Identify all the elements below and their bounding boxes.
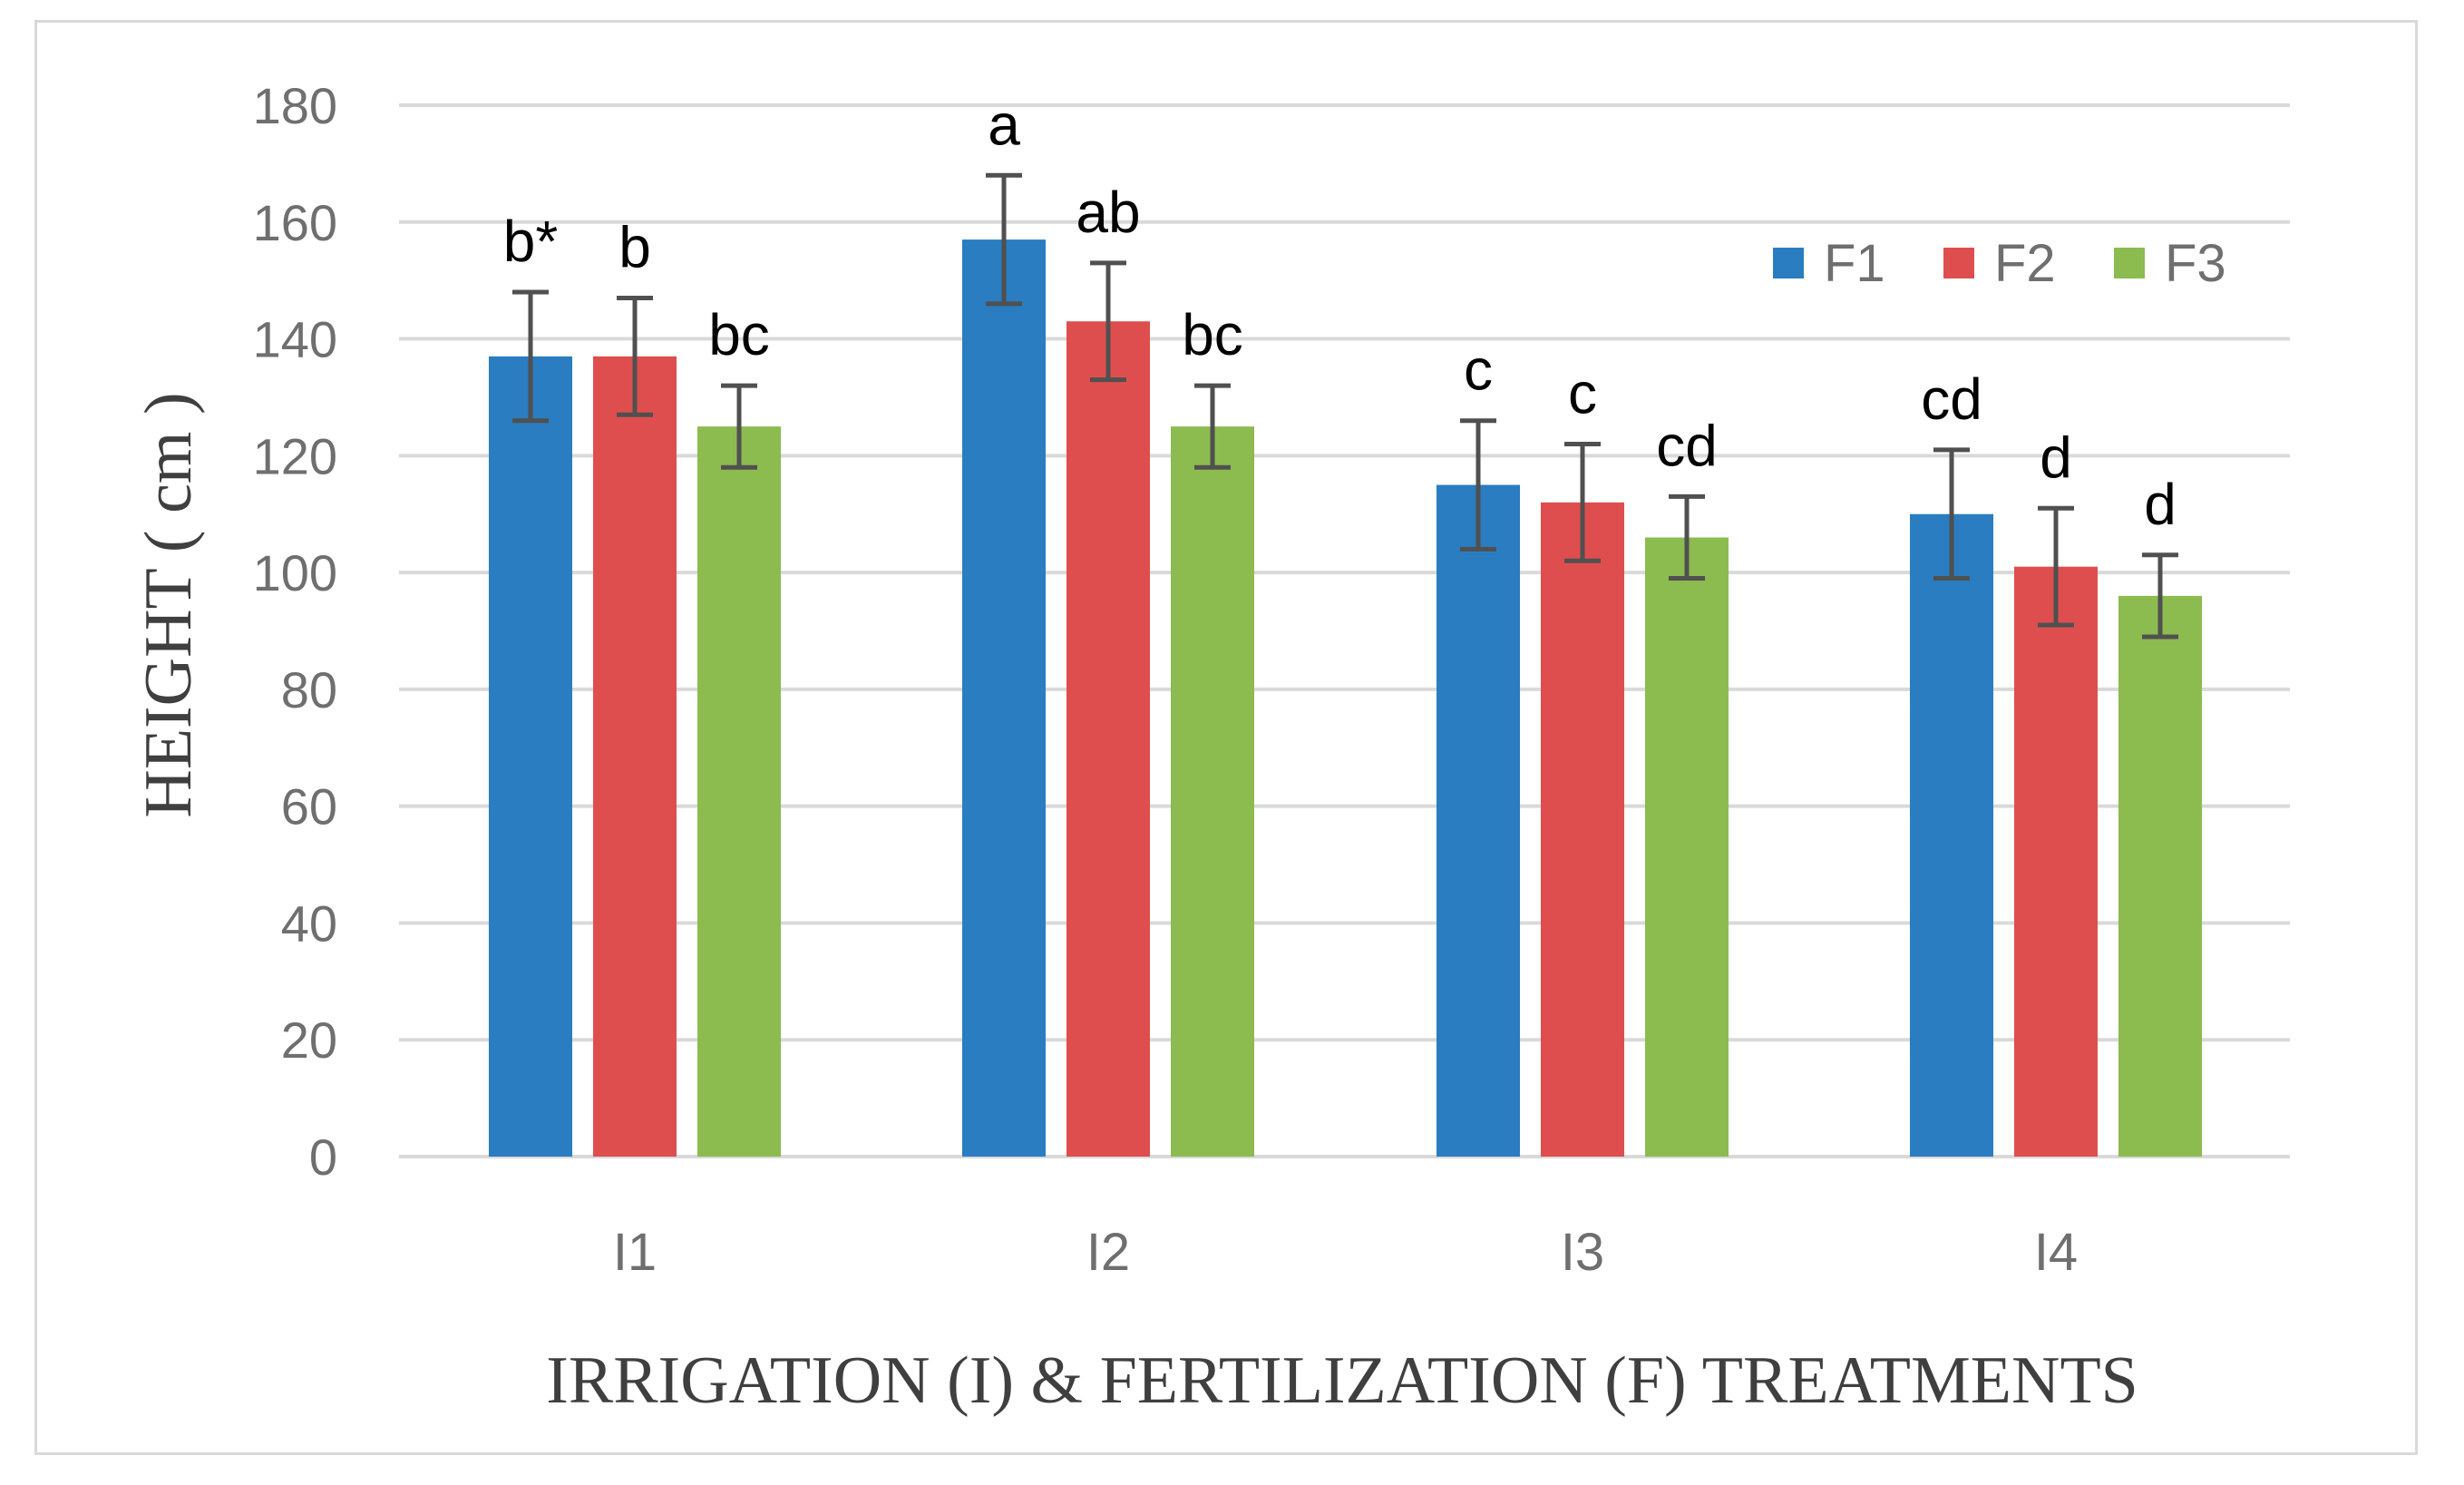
x-axis-title: IRRIGATION (I) & FERTILIZATION (F) TREAT…	[546, 1343, 2138, 1418]
bar-F1-I4	[1910, 513, 1993, 1157]
significance-label: cd	[1921, 366, 1982, 432]
legend-label: F2	[1994, 234, 2056, 293]
legend-swatch	[1773, 248, 1804, 278]
error-bar-F2-I2	[1090, 260, 1126, 383]
significance-label: ab	[1076, 180, 1140, 245]
x-category-label: I2	[1086, 1223, 1130, 1282]
y-tick-label: 40	[281, 894, 337, 952]
error-bar-F1-I3	[1460, 418, 1496, 552]
x-category-label: I3	[1561, 1223, 1604, 1282]
significance-label: a	[988, 92, 1020, 157]
significance-label: d	[2040, 425, 2072, 490]
error-bar-F3-I2	[1194, 383, 1231, 470]
y-tick-label: 80	[281, 661, 337, 718]
y-tick-label: 120	[253, 427, 337, 484]
significance-label: cd	[1656, 413, 1718, 478]
significance-label: d	[2144, 472, 2177, 537]
error-bar-F1-I4	[1933, 447, 1970, 581]
bar-F1-I3	[1437, 484, 1520, 1157]
legend-item-F1: F1	[1773, 234, 1885, 293]
legend-item-F3: F3	[2114, 234, 2226, 293]
x-category-label: I1	[613, 1223, 657, 1282]
significance-label: c	[1568, 360, 1597, 425]
bar-F1-I2	[962, 239, 1046, 1157]
y-tick-label: 140	[253, 311, 337, 368]
significance-label: c	[1464, 337, 1493, 403]
error-bar-F3-I1	[721, 383, 757, 470]
legend-label: F3	[2165, 234, 2226, 293]
y-tick-label: 180	[253, 77, 337, 134]
error-bar-F3-I4	[2142, 552, 2178, 640]
bar-F3-I4	[2118, 595, 2202, 1157]
legend-item-F2: F2	[1943, 234, 2056, 293]
error-bar-F1-I1	[512, 289, 549, 424]
x-axis-categories: I1 I2 I3 I4	[613, 1223, 2078, 1282]
significance-label: b*	[503, 209, 559, 274]
error-bars	[512, 172, 2178, 640]
bar-F2-I4	[2014, 566, 2098, 1157]
legend-swatch	[2114, 248, 2145, 278]
error-bar-F1-I2	[986, 172, 1022, 307]
bar-F3-I2	[1171, 426, 1254, 1157]
significance-label: bc	[708, 302, 770, 367]
bar-F1-I1	[489, 356, 572, 1158]
bar-F2-I1	[593, 356, 677, 1158]
y-tick-label: 100	[253, 544, 337, 601]
error-bar-F2-I3	[1564, 441, 1601, 563]
bar-F2-I3	[1541, 502, 1624, 1157]
error-bar-F2-I1	[617, 295, 653, 417]
y-axis-ticks: 0 20 40 60 80 100 120 140 160 180	[253, 77, 337, 1186]
error-bar-F3-I3	[1669, 493, 1705, 581]
significance-label: b	[618, 214, 651, 279]
error-bar-F2-I4	[2038, 505, 2074, 628]
y-tick-label: 160	[253, 194, 337, 251]
y-tick-label: 60	[281, 778, 337, 835]
legend-swatch	[1943, 248, 1974, 278]
y-tick-label: 0	[309, 1128, 337, 1186]
bar-F2-I2	[1066, 321, 1150, 1157]
bar-F3-I1	[697, 426, 781, 1157]
significance-label: bc	[1182, 302, 1243, 367]
y-axis-title: HEIGHT ( cm )	[131, 392, 206, 817]
legend: F1 F2 F3	[1773, 234, 2226, 293]
bars	[489, 239, 2202, 1158]
y-tick-label: 20	[281, 1011, 337, 1069]
legend-label: F1	[1824, 234, 1885, 293]
x-category-label: I4	[2034, 1223, 2078, 1282]
bar-F3-I3	[1645, 537, 1729, 1157]
